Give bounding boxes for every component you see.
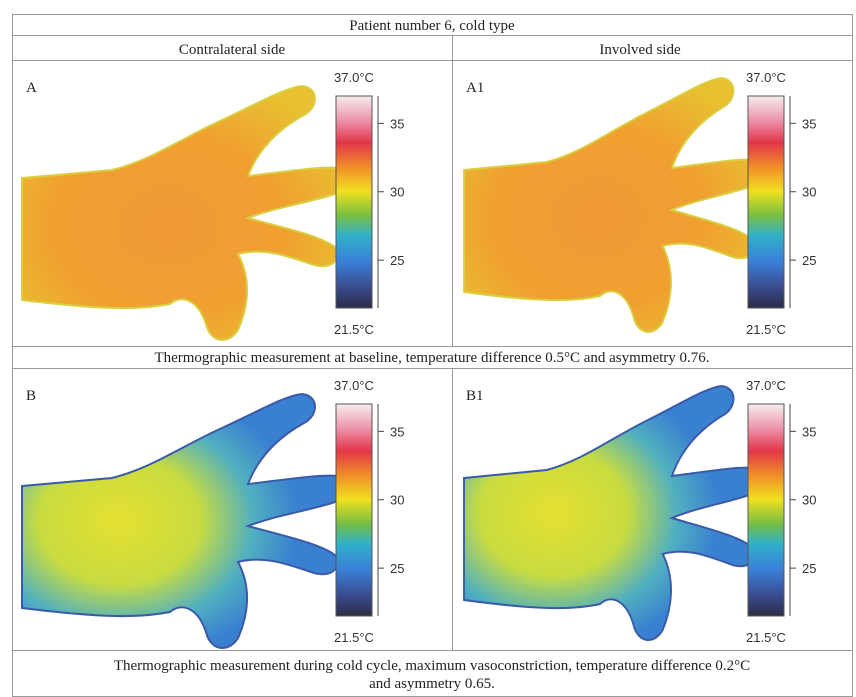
thermal-hand xyxy=(464,386,763,640)
scale-min: 21.5°C xyxy=(746,322,786,337)
figure-title: Patient number 6, cold type xyxy=(349,18,515,34)
figure: Patient number 6, cold type Contralatera… xyxy=(0,0,856,697)
panel: B1 37.0°C 21.5°C 35 30 25 xyxy=(464,378,816,645)
colorbar xyxy=(336,96,372,308)
column-header: Involved side xyxy=(599,42,681,58)
thermal-hand xyxy=(464,78,763,332)
panel-label: B1 xyxy=(466,388,484,404)
scale-tick-label: 25 xyxy=(802,561,816,576)
scale-tick-label: 25 xyxy=(802,253,816,268)
column-header: Contralateral side xyxy=(179,42,286,58)
scale-min: 21.5°C xyxy=(334,630,374,645)
scale-tick-label: 30 xyxy=(802,185,816,200)
panel-label: A1 xyxy=(466,80,484,96)
scale-tick-label: 35 xyxy=(802,424,816,439)
panel-label: B xyxy=(26,388,36,404)
panel: A1 37.0°C 21.5°C 35 30 25 xyxy=(464,70,816,337)
thermal-hand xyxy=(22,394,347,648)
scale-tick-label: 30 xyxy=(390,185,404,200)
panel: B 37.0°C 21.5°C 35 30 25 xyxy=(22,378,404,648)
caption: Thermographic measurement during cold cy… xyxy=(114,658,750,674)
scale-tick-label: 30 xyxy=(802,493,816,508)
colorbar xyxy=(336,404,372,616)
scale-max: 37.0°C xyxy=(746,378,786,393)
scale-min: 21.5°C xyxy=(334,322,374,337)
scale-tick-label: 30 xyxy=(390,493,404,508)
scale-max: 37.0°C xyxy=(334,70,374,85)
colorbar xyxy=(748,404,784,616)
panel-label: A xyxy=(26,80,37,96)
scale-min: 21.5°C xyxy=(746,630,786,645)
thermal-hand xyxy=(22,86,347,340)
scale-max: 37.0°C xyxy=(746,70,786,85)
scale-tick-label: 35 xyxy=(802,116,816,131)
scale-tick-label: 25 xyxy=(390,253,404,268)
caption: and asymmetry 0.65. xyxy=(369,676,495,692)
panel: A 37.0°C 21.5°C 35 30 25 xyxy=(22,70,404,340)
page: {"title": "Patient number 6, cold type",… xyxy=(0,0,856,697)
scale-max: 37.0°C xyxy=(334,378,374,393)
scale-tick-label: 25 xyxy=(390,561,404,576)
scale-tick-label: 35 xyxy=(390,116,404,131)
caption: Thermographic measurement at baseline, t… xyxy=(154,350,709,366)
colorbar xyxy=(748,96,784,308)
scale-tick-label: 35 xyxy=(390,424,404,439)
